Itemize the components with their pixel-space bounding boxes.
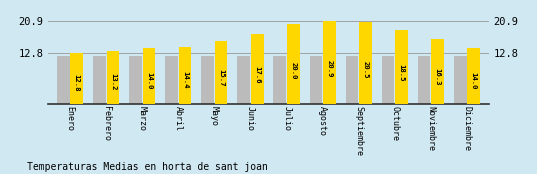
Bar xyxy=(57,56,69,104)
Text: 17.6: 17.6 xyxy=(254,66,260,84)
Bar xyxy=(395,30,408,104)
Bar xyxy=(309,56,322,104)
Bar xyxy=(359,22,372,104)
Bar xyxy=(454,56,467,104)
Bar xyxy=(418,56,431,104)
Text: 15.7: 15.7 xyxy=(218,69,224,87)
Text: 20.5: 20.5 xyxy=(362,61,368,79)
Bar xyxy=(201,56,214,104)
Text: 16.3: 16.3 xyxy=(434,68,441,86)
Bar xyxy=(346,56,358,104)
Bar xyxy=(129,56,142,104)
Bar xyxy=(287,24,300,104)
Bar xyxy=(93,56,106,104)
Bar xyxy=(106,52,119,104)
Bar xyxy=(70,53,83,104)
Bar xyxy=(251,34,264,104)
Bar xyxy=(143,48,155,104)
Text: 13.2: 13.2 xyxy=(110,73,116,91)
Text: 14.0: 14.0 xyxy=(471,72,477,90)
Bar xyxy=(215,41,228,104)
Text: 20.9: 20.9 xyxy=(326,60,332,78)
Bar xyxy=(165,56,178,104)
Text: Temperaturas Medias en horta de sant joan: Temperaturas Medias en horta de sant joa… xyxy=(27,162,268,172)
Bar xyxy=(179,47,191,104)
Bar xyxy=(468,48,480,104)
Bar xyxy=(431,39,444,104)
Bar xyxy=(382,56,394,104)
Text: 14.0: 14.0 xyxy=(146,72,152,90)
Bar xyxy=(237,56,250,104)
Bar xyxy=(323,21,336,104)
Text: 20.0: 20.0 xyxy=(291,62,296,80)
Text: 12.8: 12.8 xyxy=(74,74,80,92)
Text: 18.5: 18.5 xyxy=(398,65,404,82)
Text: 14.4: 14.4 xyxy=(182,71,188,89)
Bar xyxy=(273,56,286,104)
